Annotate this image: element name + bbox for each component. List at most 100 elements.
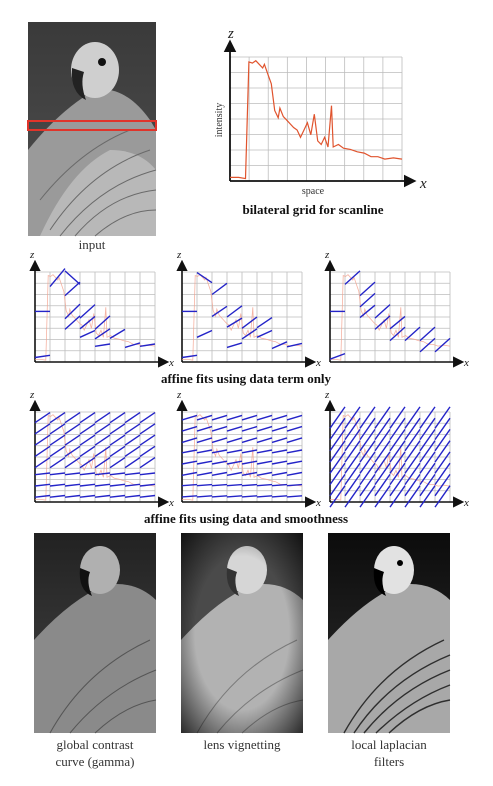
smoothness-panel-2-affine-fit-line [181,425,198,432]
data-term-panel-2-affine-fit-line [256,329,273,338]
smoothness-panel-2-affine-fit-line [196,483,213,487]
data-term-panel-3-affine-fit-line [389,315,406,330]
smoothness-panel-2-affine-fit-line [256,483,273,487]
smoothness-panel-2-affine-fit-line [211,449,228,454]
smoothness-panel-3-affine-fit-line [434,406,451,429]
data-term-panel-3-affine-fit-line [389,326,406,342]
smoothness-panel-2-affine-fit-line [211,437,228,444]
smoothness-panel-2-affine-fit-line [256,471,273,476]
smoothness-panel-2-affine-fit-line [226,425,243,432]
smoothness-panel-2-affine-fit-line [211,471,228,476]
data-term-panel-1-axis-z-label: z [29,249,35,261]
smoothness-panel-3-affine-fit-line [419,473,436,497]
smoothness-panel-1-affine-fit-line [109,472,126,476]
input-photo [27,22,157,237]
input-caption: input [79,237,106,252]
data-term-panel-1-affine-fit-line [49,268,66,288]
smoothness-panel-2-affine-fit-line [196,449,213,454]
data-term-panel-3-affine-fit-line [359,304,376,319]
smoothness-panel-3-affine-fit-line [419,440,436,463]
smoothness-panel-3-affine-fit-line [434,440,451,463]
smoothness-panel-3-affine-fit-line [419,428,436,452]
smoothness-panel-1-affine-fit-line [139,457,156,469]
smoothness-panel-2-affine-fit-line [226,483,243,487]
smoothness-panel-1-affine-fit-line [94,445,111,457]
data-term-panel-1-affine-fit-line [139,343,156,347]
smoothness-panel-2-affine-fit-line [256,414,273,421]
data-term-panel-1-affine-fit-line [64,303,81,320]
smoothness-panel-3-affine-fit-line [434,428,451,452]
smoothness-panel-3-affine-fit-line [374,462,391,486]
result-photo-vignetting [181,533,304,734]
smoothness-panel-2-affine-fit-line [196,495,213,498]
smoothness-panel-3-affine-fit-line [389,473,406,497]
smoothness-panel-1-affine-fit-line [49,423,66,435]
smoothness-panel-1-affine-fit-line [94,494,111,498]
smoothness-panel-2-affine-fit-line [196,460,213,465]
smoothness-panel-2-affine-fit-line [286,483,303,487]
smoothness-panel-1-affine-fit-line [109,445,126,457]
data-term-panel-2-axis-x-label: x [315,357,321,369]
smoothness-panel-1-affine-fit-line [49,434,66,446]
smoothness-panel-3-affine-fit-line [374,406,391,429]
smoothness-panel-1-affine-fit-line [64,412,81,424]
smoothness-panel-1-affine-fit-line [49,494,66,498]
smoothness-panel-3-affine-fit-line [359,485,376,508]
smoothness-panel-1-affine-fit-line [124,445,141,457]
smoothness-panel-2-affine-fit-line [196,414,213,421]
scanline-highlight-box [27,120,157,131]
smoothness-panel-1-affine-fit-line [124,494,141,498]
scanline-title: bilateral grid for scanline [243,202,384,217]
smoothness-panel-3-affine-fit-line [359,417,376,441]
result-photo-gamma [34,533,157,734]
smoothness-panel-2-affine-fit-line [241,449,258,454]
smoothness-panel-2-affine-fit-line [196,425,213,432]
smoothness-panel-2-axis-x-label: x [315,497,321,509]
smoothness-panel-3-affine-fit-line [374,417,391,441]
data-term-panel-2-affine-fit-line [226,342,243,349]
smoothness-panel-3-affine-fit-line [404,417,421,441]
data-term-row: z x z x z x [29,249,469,369]
smoothness-panel-3-affine-fit-line [434,485,451,508]
smoothness-panel-1-affine-fit-line [94,423,111,435]
data-term-panel-3-affine-fit-line [419,337,436,353]
smoothness-panel-3-affine-fit-line [329,451,346,474]
smoothness-panel-3-affine-fit-line [344,462,361,486]
data-term-panel-3-affine-fit-line [404,326,421,342]
data-term-panel-2-affine-fit-line [271,341,288,350]
smoothness-panel-1-affine-fit-line [109,434,126,446]
smoothness-panel-3-affine-fit-line [359,440,376,463]
smoothness-panel-3-affine-fit-line [344,417,361,441]
data-term-panel-3-affine-fit-line [374,315,391,330]
scanline-axis-z-label: z [227,26,234,42]
smoothness-panel-1-affine-fit-line [109,457,126,469]
data-term-panel-2-affine-fit-line [211,305,228,317]
smoothness-panel-3-affine-fit-line [434,462,451,486]
data-term-panel-1-affine-fit-line [94,328,111,340]
smoothness-panel-3-affine-fit-line [434,417,451,441]
smoothness-panel-1-affine-fit-line [79,423,96,435]
smoothness-row: z x z x z x [29,389,469,509]
smoothness-panel-2-affine-fit-line [226,460,243,465]
smoothness-panel-2-affine-fit-line [286,495,303,498]
result-photo-laplacian [328,533,451,734]
smoothness-panel-1-affine-fit-line [79,483,96,487]
result-caption-laplacian-line1: local laplacian [351,737,427,752]
smoothness-panel-2-affine-fit-line [211,495,228,498]
smoothness-panel-1-affine-fit-line [139,412,156,424]
data-term-panel-3-affine-fit-line [329,352,346,360]
smoothness-panel-1-affine-fit-line [64,457,81,469]
smoothness-panel-2-affine-fit-line [241,437,258,444]
data-term-panel-2-affine-fit-line [256,317,273,329]
smoothness-panel-3-affine-fit-line [404,428,421,452]
smoothness-panel-1-affine-fit-line [34,457,51,469]
smoothness-panel-1-affine-fit-line [49,483,66,487]
smoothness-panel-1-affine-fit-line [124,457,141,469]
smoothness-panel-2-affine-fit-line [271,425,288,432]
smoothness-panel-2-affine-fit-line [256,449,273,454]
smoothness-panel-3-affine-fit-line [344,428,361,452]
smoothness-panel-1-affine-fit-line [94,434,111,446]
smoothness-panel-2-affine-fit-line [286,449,303,454]
smoothness-panel-2-affine-fit-line [211,460,228,465]
smoothness-panel-2-affine-fit-line [226,495,243,498]
